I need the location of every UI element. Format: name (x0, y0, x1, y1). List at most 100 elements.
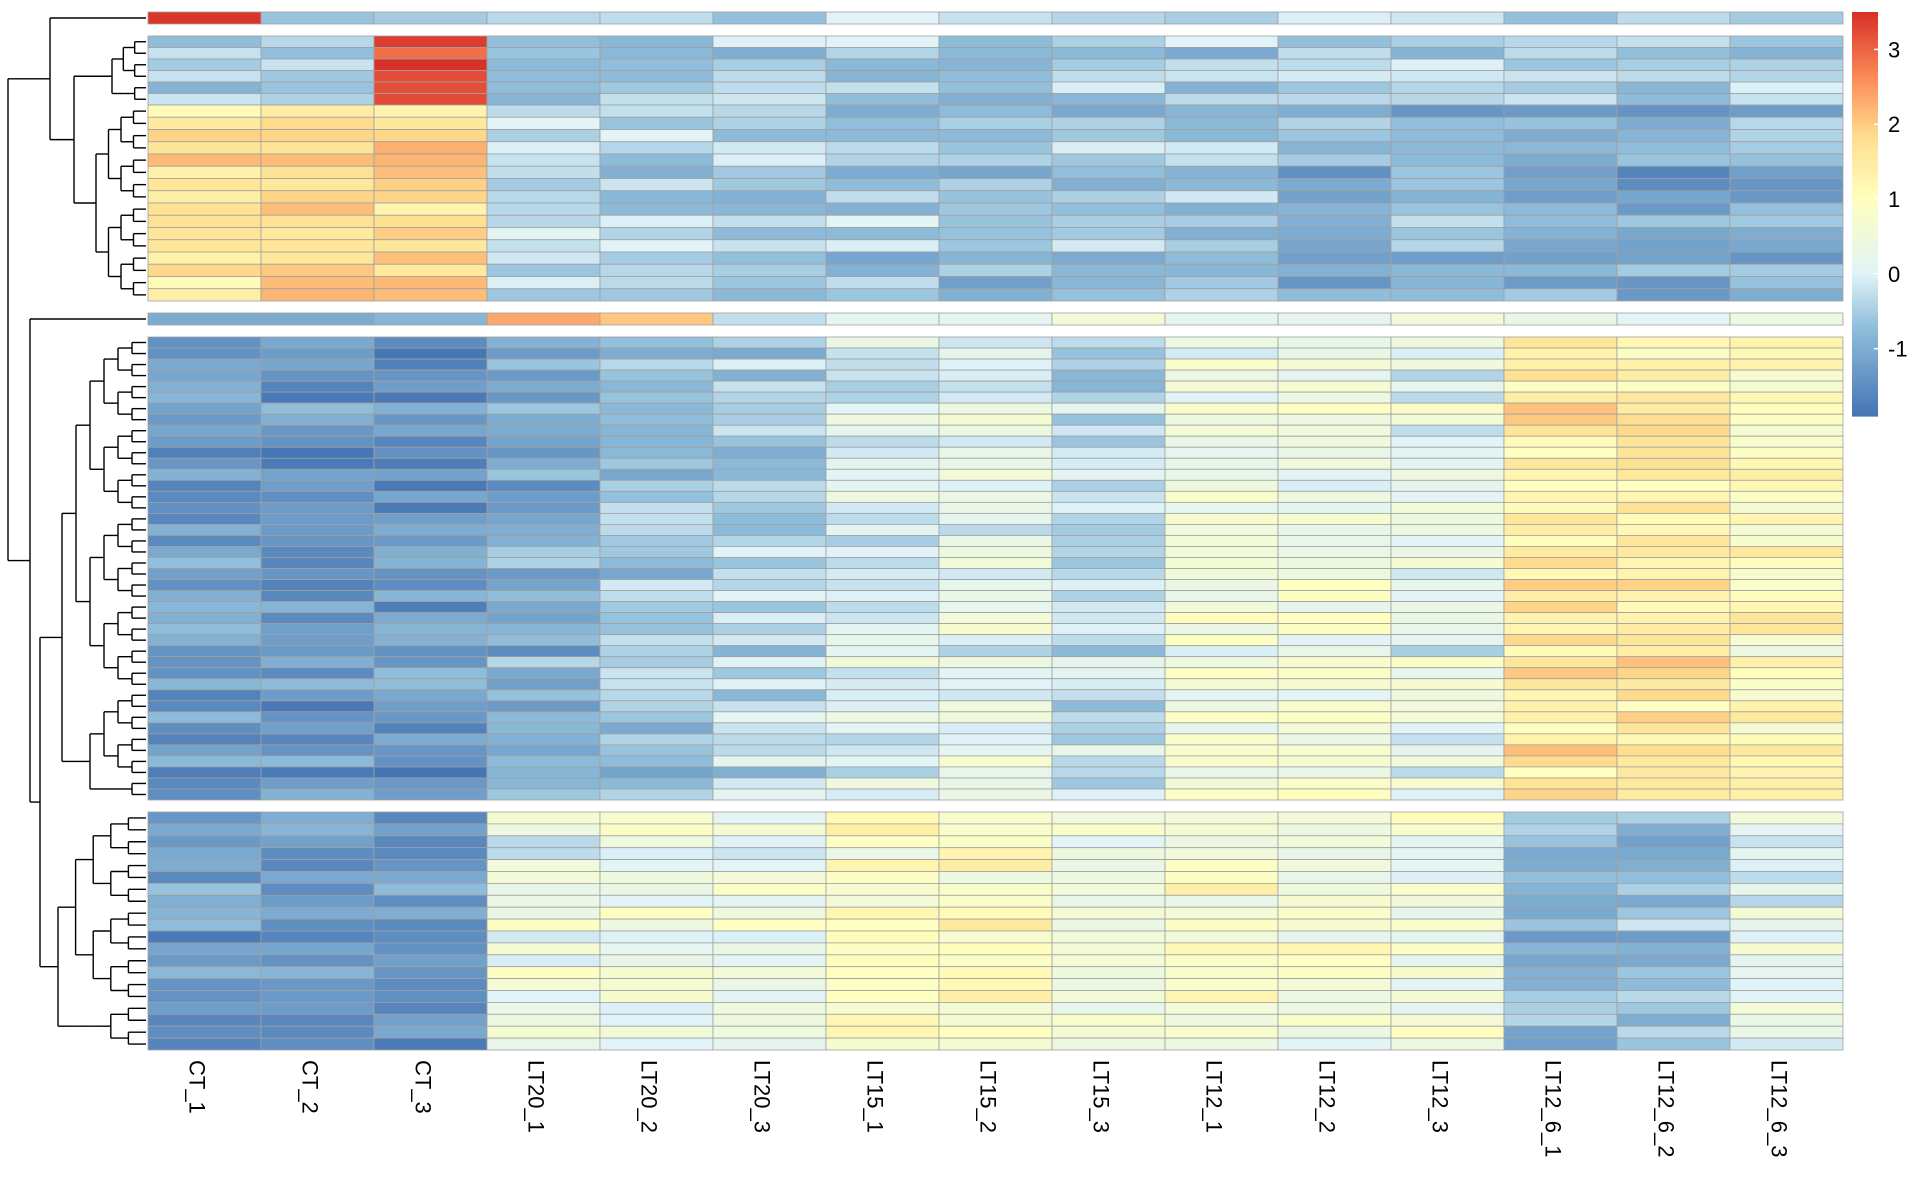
heatmap-cell (938, 623, 1053, 636)
heatmap-cell (1051, 468, 1166, 481)
heatmap-cell (1729, 93, 1844, 106)
heatmap-cell (486, 990, 601, 1003)
heatmap-cell (1729, 930, 1844, 944)
heatmap-cell (825, 918, 940, 932)
heatmap-cell (1390, 930, 1505, 944)
heatmap-cell (938, 380, 1053, 393)
heatmap-cell (825, 116, 940, 130)
heatmap-cell (938, 859, 1053, 872)
heatmap-cell (712, 479, 827, 492)
heatmap-cell (1390, 645, 1505, 658)
heatmap-cell (599, 634, 714, 647)
heatmap-cell (1051, 645, 1166, 658)
heatmap-cell (260, 601, 375, 613)
heatmap-cell (147, 358, 262, 371)
heatmap-cell (1277, 835, 1392, 849)
heatmap-cell (825, 239, 940, 253)
heatmap-cell (938, 906, 1053, 920)
heatmap-cell (1729, 81, 1844, 94)
heatmap-cell (486, 239, 601, 253)
heatmap-cell (373, 777, 488, 790)
heatmap-cell (486, 623, 601, 636)
heatmap-cell (1616, 288, 1731, 302)
heatmap-cell (1503, 501, 1618, 514)
heatmap-cell (825, 153, 940, 167)
heatmap-cell (1616, 990, 1731, 1003)
heatmap-cell (1729, 623, 1844, 636)
heatmap-cell (938, 501, 1053, 514)
heatmap-cell (1729, 402, 1844, 415)
heatmap-cell (147, 104, 262, 118)
heatmap-cell (712, 358, 827, 371)
heatmap-cell (486, 116, 601, 130)
heatmap-cell (938, 70, 1053, 83)
heatmap-cell (260, 766, 375, 779)
heatmap-cell (938, 141, 1053, 155)
heatmap-cell (373, 811, 488, 825)
legend-swatch (1852, 264, 1878, 269)
heatmap-cell (1729, 369, 1844, 382)
heatmap-cell (147, 788, 262, 801)
heatmap-cell (1164, 777, 1279, 790)
legend-swatch (1852, 355, 1878, 360)
heatmap-cell (1729, 251, 1844, 265)
heatmap-cell (1503, 1002, 1618, 1015)
legend-swatch (1852, 143, 1878, 148)
heatmap-cell (712, 35, 827, 48)
heatmap-cell (599, 835, 714, 849)
heatmap-cell (147, 524, 262, 536)
heatmap-cell (1503, 347, 1618, 360)
heatmap-cell (1503, 524, 1618, 536)
heatmap-cell (260, 954, 375, 968)
heatmap-cell (373, 312, 488, 326)
heatmap-cell (373, 501, 488, 514)
heatmap-cell (712, 744, 827, 757)
heatmap-cell (938, 871, 1053, 884)
heatmap-cell (1616, 601, 1731, 613)
heatmap-cell (1277, 601, 1392, 613)
heatmap-cell (825, 1013, 940, 1027)
heatmap-cell (1277, 918, 1392, 932)
heatmap-cell (1503, 276, 1618, 290)
legend-swatch (1852, 170, 1878, 175)
heatmap-cell (599, 1013, 714, 1027)
heatmap-cell (1729, 966, 1844, 980)
heatmap-cell (1277, 336, 1392, 349)
heatmap-cell (599, 202, 714, 216)
heatmap-cell (1390, 129, 1505, 143)
heatmap-cell (938, 490, 1053, 503)
heatmap-cell (599, 859, 714, 872)
legend-swatch (1852, 207, 1878, 212)
heatmap-cell (1729, 11, 1844, 25)
heatmap-cell (1164, 93, 1279, 106)
heatmap-cell (147, 391, 262, 404)
heatmap-cell (938, 634, 1053, 647)
heatmap-cell (1616, 202, 1731, 216)
color-legend: -1 0 1 2 3 (1852, 12, 1908, 417)
heatmap-cell (1729, 1013, 1844, 1027)
heatmap-cell (1503, 612, 1618, 625)
heatmap-cell (147, 116, 262, 130)
heatmap-cell (486, 263, 601, 277)
heatmap-cell (1390, 165, 1505, 179)
heatmap-cell (486, 312, 601, 326)
heatmap-cell (260, 918, 375, 932)
heatmap-cell (373, 129, 488, 143)
heatmap-cell (599, 70, 714, 83)
heatmap-cell (938, 58, 1053, 71)
heatmap-cell (938, 116, 1053, 130)
heatmap-cell (1616, 501, 1731, 514)
heatmap-cell (1729, 190, 1844, 204)
heatmap-cells (147, 11, 1844, 1051)
legend-swatch (1852, 389, 1878, 394)
heatmap-cell (1390, 546, 1505, 558)
heatmap-cell (1164, 129, 1279, 143)
heatmap-cell (1164, 70, 1279, 83)
heatmap-cell (260, 612, 375, 625)
heatmap-cell (1503, 656, 1618, 669)
heatmap-cell (1051, 954, 1166, 968)
heatmap-cell (938, 227, 1053, 241)
heatmap-cell (260, 11, 375, 25)
heatmap-cell (260, 424, 375, 437)
